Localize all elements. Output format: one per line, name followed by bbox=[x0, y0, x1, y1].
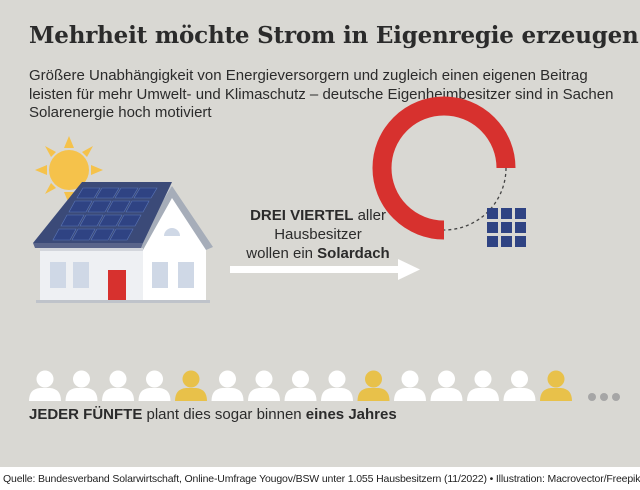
source-footer: Quelle: Bundesverband Solarwirtschaft, O… bbox=[3, 473, 640, 485]
infographic-card: Mehrheit möchte Strom in Eigenregie erze… bbox=[0, 0, 640, 467]
illustration bbox=[29, 96, 620, 401]
person-icon bbox=[394, 370, 426, 401]
person-icon bbox=[138, 370, 171, 401]
subtitle-line: leisten für mehr Umwelt- und Klimaschutz… bbox=[29, 85, 614, 103]
solar-cell bbox=[515, 236, 526, 247]
person-icon bbox=[284, 370, 317, 401]
subtitle-line: Solarenergie hoch motiviert bbox=[29, 104, 212, 121]
solar-cell bbox=[487, 208, 498, 219]
person-icon-highlighted bbox=[357, 370, 390, 401]
statement-text: wollen ein bbox=[246, 245, 318, 262]
statement-text: aller bbox=[353, 207, 386, 224]
person-icon bbox=[29, 370, 61, 401]
page-title: Mehrheit möchte Strom in Eigenregie erze… bbox=[29, 22, 639, 49]
solar-cell bbox=[487, 236, 498, 247]
one-in-five-statement: JEDER FÜNFTE plant dies sogar binnen ein… bbox=[29, 406, 397, 423]
person-icon bbox=[211, 370, 244, 401]
three-quarter-ring-chart bbox=[372, 96, 526, 247]
solar-cell bbox=[515, 208, 526, 219]
solar-cell bbox=[501, 236, 512, 247]
statement-text: Hausbesitzer bbox=[274, 226, 362, 243]
subtitle-line: Größere Unabhängigkeit von Energieversor… bbox=[29, 67, 588, 84]
person-icon bbox=[467, 370, 499, 401]
statement-highlight: eines Jahres bbox=[305, 406, 397, 423]
three-quarters-statement: DREI VIERTEL aller Hausbesitzer wollen e… bbox=[230, 206, 406, 263]
ring-remaining-segment bbox=[443, 167, 507, 231]
person-icon bbox=[102, 370, 134, 401]
statement-highlight: DREI VIERTEL bbox=[250, 207, 354, 224]
sun-icon bbox=[35, 136, 103, 204]
solar-cell bbox=[501, 208, 512, 219]
house-with-solar-roof-icon bbox=[33, 182, 213, 303]
solar-cell bbox=[501, 222, 512, 233]
person-icon bbox=[430, 370, 463, 401]
solar-cell bbox=[515, 222, 526, 233]
people-row bbox=[29, 370, 572, 401]
person-icon bbox=[503, 370, 536, 401]
solar-cell bbox=[487, 222, 498, 233]
person-icon bbox=[321, 370, 353, 401]
person-icon bbox=[248, 370, 280, 401]
statement-highlight: Solardach bbox=[317, 245, 390, 262]
person-icon-highlighted bbox=[540, 370, 572, 401]
ring-share-segment bbox=[372, 96, 516, 240]
statement-text: plant dies sogar binnen bbox=[142, 406, 306, 423]
person-icon-highlighted bbox=[175, 370, 207, 401]
ellipsis-icon bbox=[588, 393, 620, 401]
solar-panel-icon bbox=[52, 187, 158, 241]
arrow-right-icon bbox=[230, 259, 420, 280]
person-icon bbox=[65, 370, 98, 401]
statement-highlight: JEDER FÜNFTE bbox=[29, 406, 143, 423]
solar-panel-icon bbox=[487, 208, 526, 247]
subtitle: Größere Unabhängigkeit von Energieversor… bbox=[29, 67, 629, 123]
